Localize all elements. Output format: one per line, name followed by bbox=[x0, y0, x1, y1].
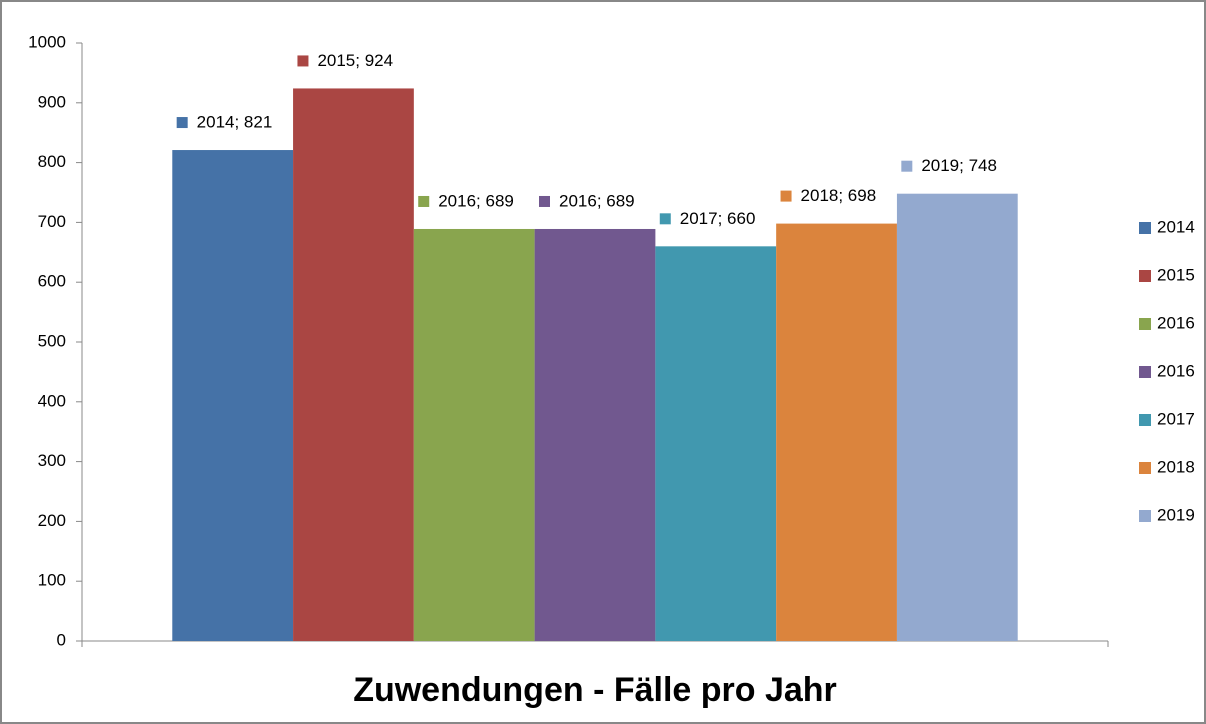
legend-label: 2016 bbox=[1157, 313, 1195, 332]
value-label-key bbox=[297, 55, 309, 67]
value-label: 2015; 924 bbox=[317, 51, 393, 70]
legend-label: 2019 bbox=[1157, 505, 1195, 524]
y-tick-label: 1000 bbox=[28, 32, 66, 51]
y-tick-label: 500 bbox=[38, 331, 66, 350]
y-tick-label: 100 bbox=[38, 571, 66, 590]
value-label-key bbox=[659, 213, 671, 225]
y-tick-label: 800 bbox=[38, 152, 66, 171]
legend-swatch bbox=[1139, 366, 1151, 378]
value-label: 2018; 698 bbox=[801, 186, 877, 205]
y-tick-label: 300 bbox=[38, 451, 66, 470]
value-label-key bbox=[418, 195, 430, 207]
value-label: 2016; 689 bbox=[559, 191, 635, 210]
y-tick-label: 200 bbox=[38, 511, 66, 530]
bar bbox=[172, 150, 294, 642]
bar bbox=[413, 228, 535, 641]
y-tick-label: 900 bbox=[38, 92, 66, 111]
legend-swatch bbox=[1139, 510, 1151, 522]
legend-swatch bbox=[1139, 270, 1151, 282]
value-label: 2014; 821 bbox=[197, 113, 273, 132]
bar bbox=[293, 88, 414, 641]
y-tick-label: 400 bbox=[38, 391, 66, 410]
legend-label: 2016 bbox=[1157, 361, 1195, 380]
value-label-key bbox=[539, 195, 550, 207]
value-label: 2016; 689 bbox=[438, 191, 514, 210]
legend-label: 2015 bbox=[1157, 265, 1195, 284]
value-label-key bbox=[176, 117, 188, 129]
value-label-key bbox=[901, 160, 913, 172]
legend-swatch bbox=[1139, 222, 1151, 234]
y-tick-label: 700 bbox=[38, 212, 66, 231]
bar bbox=[534, 228, 656, 641]
bar bbox=[655, 246, 777, 641]
value-label-key bbox=[780, 190, 792, 202]
bar bbox=[776, 223, 897, 641]
bar bbox=[896, 193, 1018, 642]
value-label: 2017; 660 bbox=[680, 209, 756, 228]
y-tick-label: 600 bbox=[38, 272, 66, 291]
legend-swatch bbox=[1139, 318, 1151, 330]
value-label: 2019; 748 bbox=[921, 156, 997, 175]
legend-label: 2014 bbox=[1157, 217, 1195, 236]
legend-swatch bbox=[1139, 462, 1151, 474]
legend-label: 2017 bbox=[1157, 409, 1195, 428]
chart-title: Zuwendungen - Fälle pro Jahr bbox=[353, 671, 837, 709]
legend-label: 2018 bbox=[1157, 457, 1195, 476]
legend-swatch bbox=[1139, 414, 1151, 426]
y-tick-label: 0 bbox=[57, 630, 66, 649]
